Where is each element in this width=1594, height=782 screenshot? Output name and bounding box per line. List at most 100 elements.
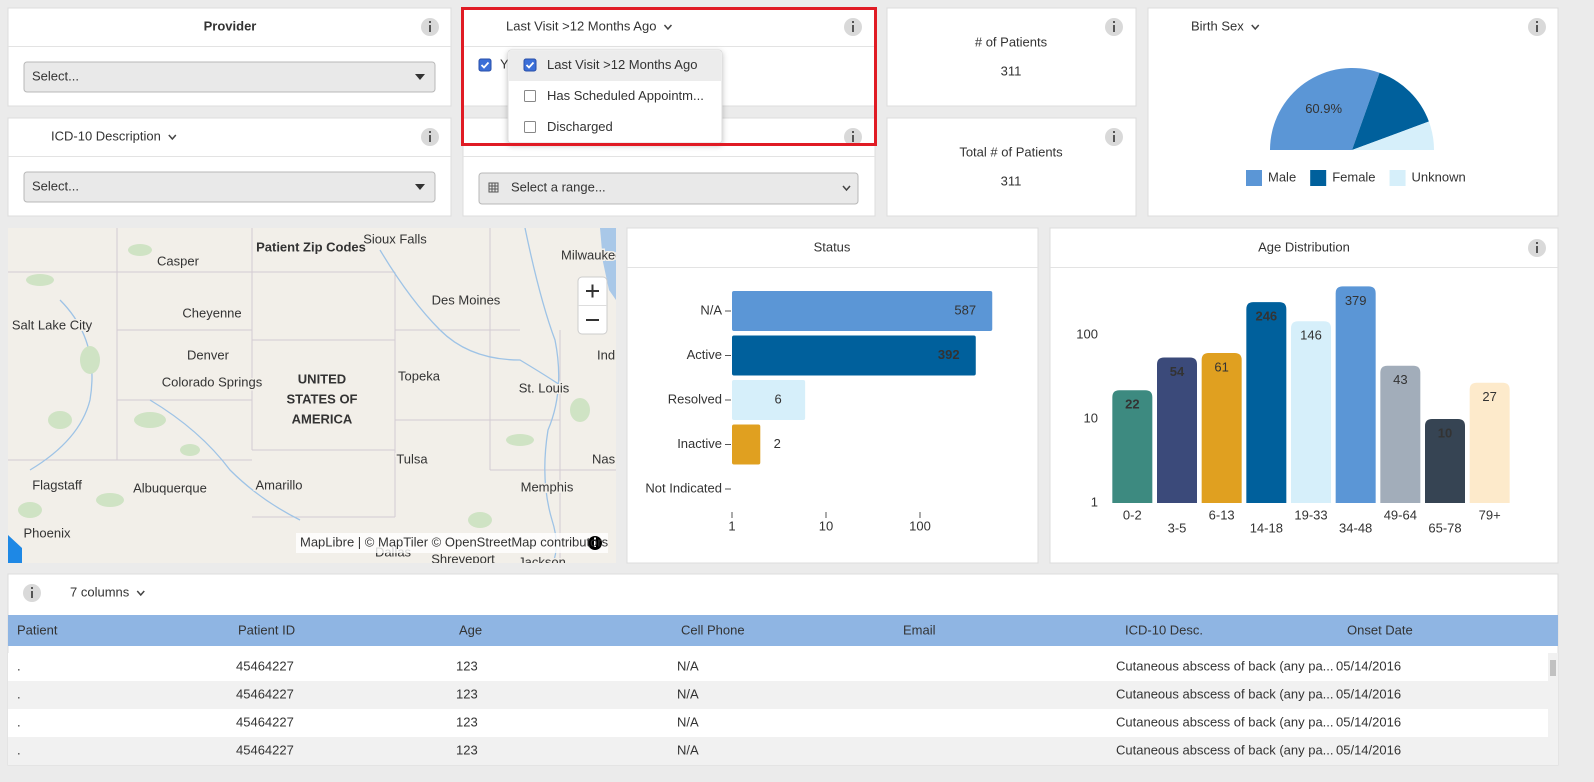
checkbox[interactable] <box>524 90 536 102</box>
y-tick-label: Active <box>687 347 722 362</box>
bar <box>732 291 993 331</box>
city-label: Jackson <box>518 554 566 569</box>
panel-title[interactable]: Last Visit >12 Months Ago <box>506 18 656 33</box>
x-tick-label: 0-2 <box>1123 507 1142 522</box>
select-box[interactable] <box>23 61 436 93</box>
column-header[interactable]: ICD-10 Desc. <box>1125 622 1203 637</box>
bar <box>1157 357 1197 503</box>
x-tick-label: 3-5 <box>1168 520 1187 535</box>
country-label: UNITED <box>298 371 346 386</box>
kpi-title: Total # of Patients <box>959 144 1063 159</box>
state-borders <box>8 228 616 563</box>
bar-value-label: 10 <box>1438 425 1452 440</box>
legend-swatch <box>1246 170 1262 186</box>
map-labels: Sioux Falls Casper Milwaukee Cheyenne Des Mo… <box>10 230 645 569</box>
date-select[interactable] <box>478 172 859 205</box>
legend-label: Female <box>1332 169 1375 184</box>
lake <box>600 228 616 300</box>
city-label: Phoenix <box>24 525 71 540</box>
kpi-value: 311 <box>1001 173 1022 188</box>
city-label: Sioux Falls <box>363 231 427 246</box>
table-row <box>8 709 1548 737</box>
bar <box>732 380 806 420</box>
dropdown-option[interactable]: Has Scheduled Appointm... <box>547 88 704 103</box>
y-tick-label: 10 <box>1084 410 1098 425</box>
panel-title[interactable]: ICD-10 Description <box>51 128 161 143</box>
scrollbar-thumb[interactable] <box>1550 660 1556 676</box>
zoom-in[interactable] <box>586 284 599 298</box>
rivers <box>29 228 561 563</box>
bar <box>1201 353 1242 503</box>
x-tick-label: 10 <box>819 518 833 533</box>
column-header[interactable]: Onset Date <box>1347 622 1413 637</box>
info-icon-glyph <box>852 135 854 142</box>
panel-title[interactable]: Birth Sex <box>1191 18 1244 33</box>
table-cell: 45464227 <box>236 658 294 673</box>
kpi-value: 311 <box>1001 63 1022 78</box>
bar-value-label: 392 <box>938 347 960 362</box>
city-label: Casper <box>157 253 200 268</box>
city-label: Colorado Springs <box>162 374 263 389</box>
bar <box>732 335 976 376</box>
dropdown-option[interactable]: Discharged <box>547 119 613 134</box>
select-caret <box>415 184 425 190</box>
table-row <box>8 681 1548 709</box>
table-cell: N/A <box>677 658 699 673</box>
city-label: Cheyenne <box>182 305 241 320</box>
y-tick-label: 100 <box>1076 326 1098 341</box>
table-cell: N/A <box>677 742 699 757</box>
checkbox[interactable] <box>524 121 536 133</box>
info-icon-glyph <box>31 591 33 598</box>
table-cell: Cutaneous abscess of back (any pa... <box>1116 714 1334 729</box>
pie-slice <box>1270 68 1380 150</box>
x-tick-label: 14-18 <box>1250 520 1283 535</box>
table-cell: N/A <box>677 714 699 729</box>
city-label: Amarillo <box>256 477 303 492</box>
river <box>149 399 301 521</box>
x-tick-label: 49-64 <box>1384 507 1417 522</box>
info-icon-glyph <box>1536 242 1538 244</box>
bar-value-label: 43 <box>1393 372 1407 387</box>
chevron <box>1251 24 1260 31</box>
map[interactable]: Sioux Falls Casper Milwaukee Cheyenne Des Mo… <box>8 228 667 569</box>
table-row <box>8 737 1548 765</box>
table-cell: 123 <box>456 686 478 701</box>
checkbox[interactable] <box>478 58 492 72</box>
country-label: STATES OF <box>286 391 357 406</box>
column-header[interactable]: Cell Phone <box>681 622 745 637</box>
x-tick-label: 1 <box>728 518 735 533</box>
column-header[interactable]: Age <box>459 622 482 637</box>
bar <box>1291 321 1331 503</box>
city-label: St. Louis <box>519 380 570 395</box>
info-icon-glyph <box>1113 21 1115 23</box>
x-tick-label: 79+ <box>1479 507 1501 522</box>
info-icon-glyph <box>1536 21 1538 23</box>
column-toggle[interactable]: 7 columns <box>70 584 130 599</box>
select-box[interactable] <box>23 171 436 203</box>
checkbox[interactable] <box>523 58 537 72</box>
column-header[interactable]: Patient <box>17 622 58 637</box>
info-icon-glyph <box>1113 25 1115 32</box>
column-header[interactable]: Email <box>903 622 936 637</box>
pie-slice <box>1352 121 1434 150</box>
select-placeholder: Select... <box>32 68 79 83</box>
info-icon-glyph <box>852 25 854 32</box>
table-cell: 45464227 <box>236 686 294 701</box>
bar <box>1380 365 1421 503</box>
city-label: Memphis <box>521 479 574 494</box>
info-icon-glyph <box>429 131 431 133</box>
dropdown-option[interactable]: Last Visit >12 Months Ago <box>547 57 697 72</box>
bar-value-label: 6 <box>775 391 782 406</box>
column-header[interactable]: Patient ID <box>238 622 295 637</box>
panel-title: Status <box>814 239 851 254</box>
city-label: Nashville <box>592 451 645 466</box>
forest <box>570 398 590 422</box>
table-cell: 05/14/2016 <box>1336 686 1401 701</box>
legend-swatch <box>1310 170 1327 186</box>
y-tick-label: 1 <box>1091 494 1098 509</box>
table-cell: 45464227 <box>236 714 294 729</box>
slice-label: 60.9% <box>1305 101 1342 116</box>
table-cell: N/A <box>677 686 699 701</box>
maplibre-logo <box>8 535 22 563</box>
table-cell: Cutaneous abscess of back (any pa... <box>1116 686 1334 701</box>
